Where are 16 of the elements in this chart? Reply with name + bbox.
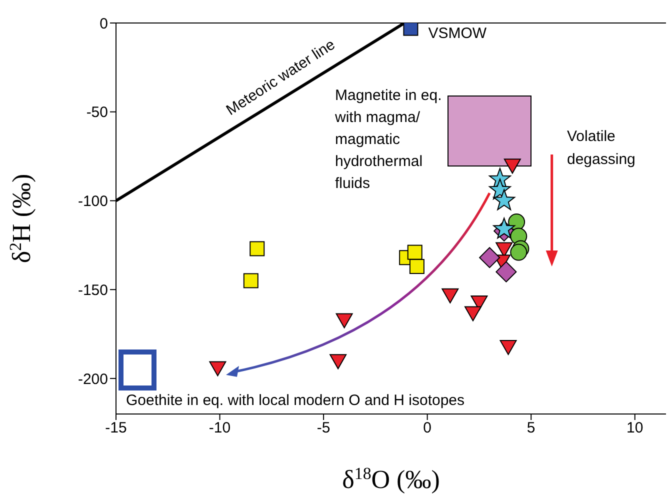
annotation: Goethite in eq. with local modern O and H isotopes (126, 392, 465, 409)
x-tick-label: -15 (105, 420, 127, 437)
y-tick-label: -100 (78, 193, 108, 210)
y-tick-label: -150 (78, 282, 108, 299)
y-tick-label: -200 (78, 370, 108, 388)
x-tick-label: 0 (423, 420, 432, 437)
x-tick-label: -5 (316, 420, 330, 437)
x-tick-label: -10 (208, 420, 231, 437)
x-axis-title: δ$^{18}$O (‰) (342, 464, 440, 494)
x-tick-label: 10 (626, 420, 644, 437)
y-tick-label: 0 (100, 15, 108, 32)
y-tick-label: -50 (86, 104, 108, 122)
series-label: VSMOW (428, 24, 488, 42)
annotation: Volatile degassing (567, 128, 636, 168)
annotation: Magnetite in eq. with magma/ magmatic hydrothermal fluids (334, 86, 442, 192)
x-tick-label: 5 (526, 420, 536, 437)
